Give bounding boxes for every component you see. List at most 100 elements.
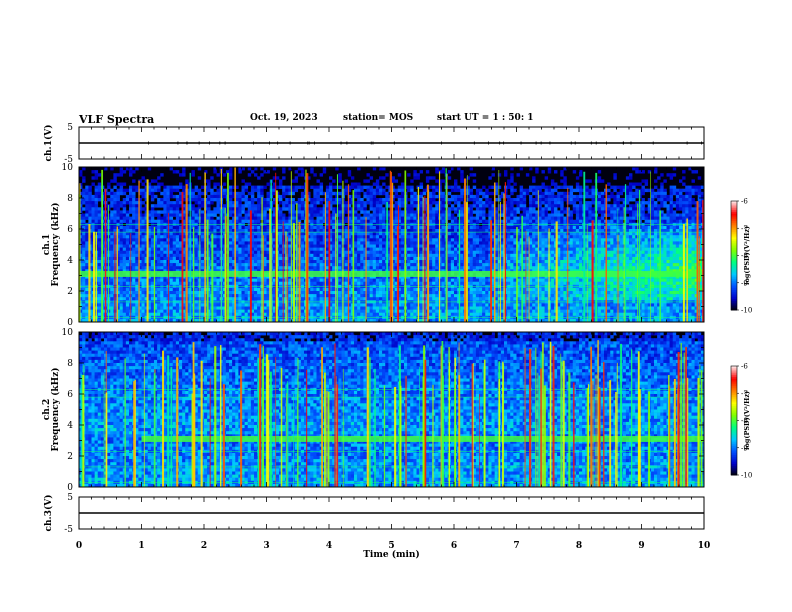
spectrogram-cell [250,278,255,282]
spectrogram-cell [369,278,374,282]
spectrogram-cell [172,291,177,295]
spectrogram-cell [379,204,383,208]
spectrogram-cell [332,312,336,317]
spectrogram-cell [210,201,214,205]
spectrogram-cell [122,216,127,220]
spectrogram-cell [391,287,395,292]
spectrogram-cell [357,312,361,317]
spectrogram-cell [82,229,86,233]
spectrogram-cell [82,253,86,258]
spectrogram-cell [207,238,211,242]
spectrogram-cell [422,191,427,196]
spectrogram-cell [179,191,183,196]
spectrogram-cell [207,213,211,217]
spectrogram-cell [410,278,414,282]
spectrogram-cell [369,238,374,242]
spectrogram-cell [216,238,220,242]
spectrogram-cell [344,188,349,193]
spectrogram-cell [232,213,236,217]
spectrogram-cell [307,275,311,279]
spectrogram-cell [322,241,327,245]
spectrogram-cell [297,213,302,217]
spectrogram-cell [410,303,414,307]
spectrogram-cell [132,207,136,211]
spectrogram-cell [97,216,102,220]
spectrogram-cell [407,238,411,242]
spectrogram-cell [357,241,361,245]
spectrogram-cell [191,198,195,202]
spectrogram-cell [191,213,195,217]
spectrogram-cell [332,225,336,230]
spectrogram-cell [213,182,217,186]
spectrogram-cell [347,260,352,264]
spectrogram-cell [288,238,292,242]
spectrogram-cell [407,213,411,217]
spectrogram-cell [229,275,233,279]
spectrogram-cell [150,232,155,236]
spectrogram-cell [97,266,102,270]
spectrogram-cell [413,260,417,264]
spectrogram-cell [254,263,258,267]
spectrogram-cell [119,173,124,177]
spectrogram-cell [132,309,136,313]
spectrogram-cell [332,238,336,242]
spectrogram-cell [363,275,367,279]
spectrogram-cell [288,253,292,258]
spectrogram-cell [107,182,111,186]
spectrogram-cell [116,278,120,282]
spectrogram-cell [310,306,314,310]
spectrogram-cell [316,185,320,189]
spectrogram-cell [250,185,255,189]
spectrogram-cell [354,182,358,186]
spectrogram-cell [375,179,380,183]
spectrogram-cell [241,207,245,211]
spectrogram-cell [244,287,249,292]
spectrogram-cell [272,275,277,279]
spectrogram-cell [197,207,202,211]
spectrogram-cell [263,278,267,282]
spectrogram-cell [175,275,180,279]
spectrogram-cell [313,244,317,248]
spectrogram-cell [313,312,317,317]
spectrogram-cell [110,260,114,264]
spectrogram-cell [254,309,258,313]
spectrogram-cell [172,204,177,208]
spectrogram-cell [372,312,377,317]
spectrogram-cell [419,210,424,214]
spectrogram-cell [263,210,267,214]
spectrogram-cell [207,219,211,224]
spectrogram-cell [379,244,383,248]
spectrogram-cell [122,275,127,279]
spectrogram-cell [182,256,186,261]
spectrogram-cell [382,312,386,317]
spectrogram-cell [94,176,99,180]
spectrogram-cell [175,194,180,199]
spectrogram-cell [338,297,342,301]
spectrogram-cell [119,312,124,317]
spectrogram-cell [241,250,245,255]
spectrogram-cell [244,232,249,236]
spectrogram-cell [413,204,417,208]
spectrogram-cell [366,306,370,310]
spectrogram-cell [282,281,286,286]
spectrogram-cell [169,278,174,282]
spectrogram-cell [144,318,149,323]
spectrogram-cell [129,216,133,220]
spectrogram-cell [113,198,117,202]
spectrogram-cell [150,185,155,189]
spectrogram-cell [391,260,395,264]
spectrogram-cell [300,213,305,217]
spectrogram-cell [329,266,333,270]
spectrogram-cell [257,260,261,264]
spectrogram-cell [229,281,233,286]
spectrogram-cell [344,278,349,282]
spectrogram-cell [157,260,161,264]
spectrogram-cell [157,312,161,317]
spectrogram-cell [172,213,177,217]
spectrogram-cell [154,260,158,264]
spectrogram-cell [366,291,370,295]
spectrogram-cell [172,185,177,189]
spectrogram-cell [232,263,236,267]
spectrogram-cell [132,241,136,245]
spectrogram-cell [235,213,239,217]
